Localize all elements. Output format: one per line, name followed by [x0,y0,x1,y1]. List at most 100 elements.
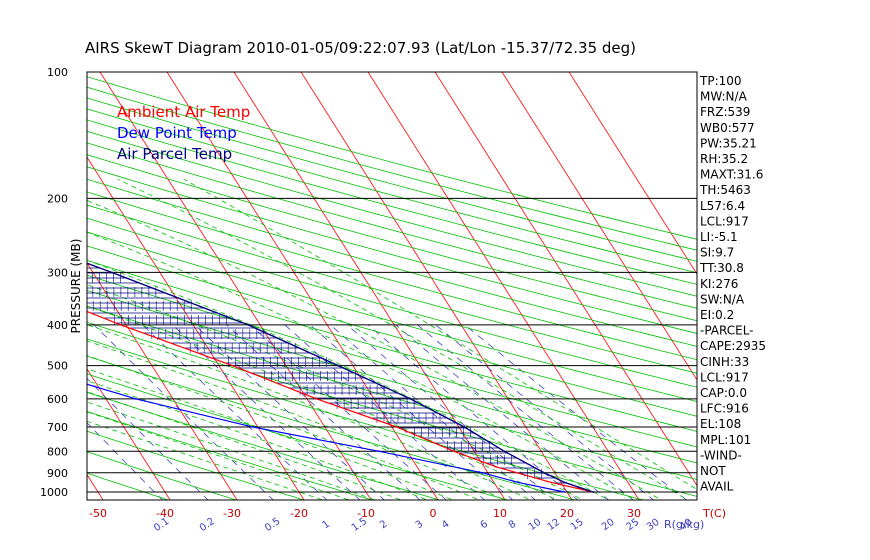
index-entry: MPL:101 [700,433,751,447]
series-point [517,481,520,484]
pressure-tick-label: 400 [47,319,68,332]
moist-adiabat-line [87,324,532,500]
pressure-tick-label: 600 [47,393,68,406]
dry-adiabat-line [87,97,697,262]
bottom-temp-tick-label: 30 [627,507,641,520]
dry-adiabat-line [87,108,697,274]
mixing-ratio-line [87,377,209,500]
series-point [592,491,595,493]
mixing-ratio-tick-label: 30 [645,517,662,533]
mixing-ratio-line [435,324,655,500]
moist-adiabat-line [87,340,506,500]
bottom-temp-tick-label: -10 [357,507,375,520]
index-entry: SI:9.7 [700,246,734,260]
mixing-ratio-line [87,422,163,500]
mixing-ratio-tick-label: 10 [527,517,544,533]
mixing-ratio-line [142,324,328,500]
index-entry: CINH:33 [700,355,749,369]
series-line [87,383,565,493]
legend-entry: Ambient Air Temp [117,103,250,121]
mixing-ratio-line [464,324,688,500]
bottom-temp-tick-label: 0 [430,507,437,520]
series-point [550,481,553,484]
moist-adiabat-line [87,305,558,500]
mixing-ratio-line [172,324,361,500]
isotherm-line [166,72,439,500]
pressure-tick-label: 1000 [40,486,68,499]
mixing-ratio-tick-label: 0.5 [263,516,282,534]
index-entry: CAPE:2935 [700,339,766,353]
chart-title: AIRS SkewT Diagram 2010-01-05/09:22:07.9… [85,39,636,57]
index-entry: RH:35.2 [700,152,748,166]
index-entry: -PARCEL- [700,324,754,338]
index-entry: EI:0.2 [700,308,734,322]
isotherm-line [233,72,506,500]
series-point [21,238,23,240]
dry-adiabat-line [87,321,697,497]
moist-adiabat-grid [87,178,697,500]
series-point [247,323,249,326]
series-point [315,397,318,400]
index-entry: SW:N/A [700,292,745,306]
isotherm-line [367,72,640,500]
mixing-ratio-line [417,324,634,500]
legend-entry: Air Parcel Temp [117,145,232,163]
moist-adiabat-line [87,199,663,500]
dry-adiabat-line [87,178,697,347]
moist-adiabat-line [87,411,351,500]
series-point [453,450,456,453]
dry-adiabat-line [87,274,697,448]
mixing-ratio-tick-label: 8 [507,519,519,532]
legend-entry: Dew Point Temp [117,124,237,142]
moist-adiabat-line [183,178,697,491]
isotherm-line [99,72,372,500]
x-axis-label: T(C) [702,507,726,520]
isotherm-line [568,72,697,275]
dry-adiabat-line [87,191,697,361]
dry-adiabat-line [87,259,697,432]
mixing-ratio-tick-label: 4 [440,519,452,532]
isotherm-line [0,57,38,503]
dry-adiabat-line [87,231,697,402]
pressure-tick-label: 500 [47,360,68,373]
index-entry: LI:-5.1 [700,230,738,244]
plot-frame [86,71,698,501]
mixing-ratio-tick-label: 20 [600,517,617,533]
index-entry: TT:30.8 [699,261,744,275]
bottom-temp-tick-label: -40 [156,507,174,520]
isotherm-line [87,473,104,500]
series-point [409,397,412,400]
isotherm-line [501,72,697,381]
bottom-temp-tick-label: -30 [223,507,241,520]
series-point [503,450,506,453]
moist-adiabat-line [87,420,325,500]
moist-adiabat-line [87,391,403,500]
dry-adiabat-line [87,142,697,309]
mixing-ratio-line [284,324,486,500]
bottom-temp-tick-label: 10 [493,507,507,520]
moist-adiabat-line [87,368,455,500]
series-point [119,323,122,326]
series-point [563,491,566,493]
index-entry: L57:6.4 [700,199,745,213]
index-entry: PW:35.21 [700,136,757,150]
index-entry: AVAIL [700,480,734,494]
dry-adiabat-line [87,217,697,388]
index-entry: WB0:577 [700,121,755,135]
index-entry: LFC:916 [700,402,749,416]
dry-adiabat-line [87,130,697,297]
index-entry: MW:N/A [700,90,748,104]
isotherm-line [87,262,238,500]
series-point [24,365,26,367]
bottom-temp-tick-label: -50 [89,507,107,520]
dry-adiabat-line [87,289,697,464]
mixing-ratio-tick-label: 2 [378,519,390,532]
legend: Ambient Air Temp Dew Point Temp Air Parcel… [117,103,250,163]
index-entry: LCL:917 [700,214,749,228]
mixing-ratio-line [226,324,421,500]
mixing-ratio-line [250,324,447,500]
index-entry: MAXT:31.6 [700,168,763,182]
